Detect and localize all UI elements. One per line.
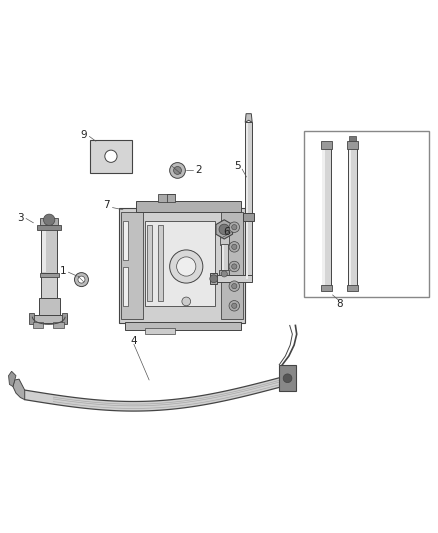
Bar (39, 272, 59, 277)
Polygon shape (13, 379, 25, 400)
Circle shape (170, 250, 203, 283)
Bar (221, 212, 243, 319)
Bar (219, 270, 230, 275)
Bar (245, 123, 252, 280)
Circle shape (221, 271, 227, 277)
Circle shape (232, 284, 237, 289)
Circle shape (229, 241, 240, 252)
Circle shape (210, 275, 218, 282)
Bar (42, 229, 46, 272)
Polygon shape (25, 377, 283, 411)
Bar (279, 365, 296, 391)
Text: 9: 9 (80, 130, 87, 140)
Bar (121, 212, 143, 319)
Circle shape (283, 374, 292, 383)
Bar (32, 322, 43, 328)
Text: 8: 8 (336, 298, 343, 309)
Text: 4: 4 (131, 336, 137, 346)
Bar (125, 322, 241, 330)
Text: 3: 3 (17, 214, 24, 223)
Bar (136, 201, 241, 212)
Bar (30, 316, 67, 323)
Bar (215, 275, 252, 282)
Bar (39, 298, 60, 316)
Circle shape (232, 264, 237, 269)
Polygon shape (216, 220, 233, 239)
Bar (322, 145, 325, 287)
Bar (123, 266, 128, 306)
Bar (321, 141, 332, 149)
Bar (244, 213, 254, 221)
Bar (40, 218, 58, 224)
Circle shape (229, 281, 240, 292)
Bar (347, 141, 358, 149)
Bar (119, 207, 245, 323)
Bar (321, 285, 332, 290)
Bar (304, 131, 428, 297)
Bar (145, 328, 175, 334)
Circle shape (173, 166, 181, 174)
Text: 6: 6 (223, 227, 230, 237)
Circle shape (219, 224, 230, 235)
Bar (37, 224, 61, 230)
Circle shape (74, 272, 88, 287)
Circle shape (232, 303, 237, 309)
Text: 1: 1 (60, 266, 66, 276)
Bar (53, 322, 64, 328)
Circle shape (78, 276, 85, 283)
Text: 5: 5 (234, 161, 241, 171)
Circle shape (182, 297, 191, 306)
Bar (210, 272, 217, 284)
Circle shape (232, 224, 237, 230)
Text: 7: 7 (103, 200, 110, 211)
Circle shape (177, 257, 196, 276)
Circle shape (232, 244, 237, 249)
Bar (147, 225, 152, 302)
Circle shape (43, 214, 55, 225)
Bar (347, 285, 358, 290)
Bar (145, 221, 215, 306)
Circle shape (229, 222, 240, 232)
Text: 2: 2 (196, 165, 202, 175)
Bar (41, 276, 57, 298)
Circle shape (229, 261, 240, 272)
Bar (90, 140, 132, 173)
Bar (62, 313, 67, 324)
Bar (221, 244, 228, 271)
Bar (123, 221, 128, 260)
Bar (321, 144, 331, 288)
Bar (349, 136, 356, 141)
Polygon shape (245, 114, 252, 123)
Circle shape (170, 163, 185, 179)
Bar (222, 245, 224, 270)
Polygon shape (9, 372, 16, 386)
Bar (246, 123, 248, 279)
Bar (41, 229, 57, 272)
Bar (158, 193, 175, 203)
Bar (215, 276, 218, 281)
Bar (29, 313, 34, 324)
Circle shape (229, 301, 240, 311)
Bar (348, 144, 357, 288)
Circle shape (105, 150, 117, 163)
Bar (220, 229, 229, 245)
Bar (158, 225, 163, 302)
Bar (349, 145, 351, 287)
